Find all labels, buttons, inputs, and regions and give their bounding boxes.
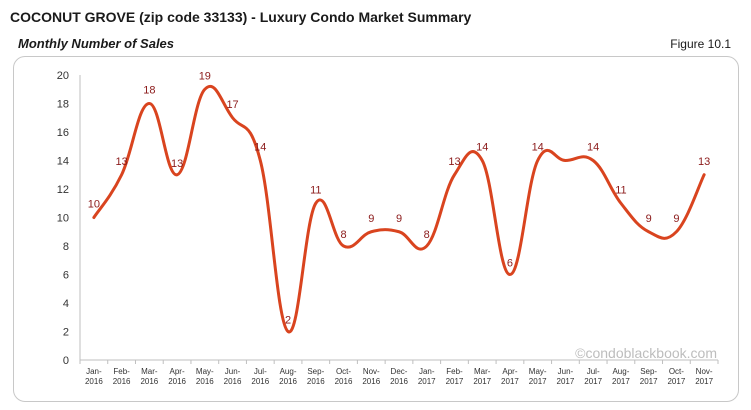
x-tick-label: Jul-2016	[251, 367, 269, 386]
y-tick-label: 4	[63, 298, 69, 310]
figure-label: Figure 10.1	[670, 37, 731, 51]
x-tick-label: Jan-2017	[418, 367, 436, 386]
data-label: 8	[424, 229, 430, 241]
data-label: 9	[646, 213, 652, 225]
chart-frame	[13, 56, 739, 402]
y-tick-label: 10	[57, 213, 69, 225]
data-label: 19	[199, 70, 211, 82]
chart-subtitle: Monthly Number of Sales	[18, 36, 175, 51]
x-tick-label: Nov-2016	[362, 367, 380, 386]
chart-axes	[79, 75, 718, 361]
x-tick-label: May-2016	[196, 367, 214, 386]
x-tick-label: Aug-2016	[279, 367, 297, 386]
x-tick-label: Feb-2016	[113, 367, 131, 386]
data-label: 6	[507, 258, 513, 270]
x-tick-label: Mar-2017	[473, 367, 491, 386]
y-tick-label: 8	[63, 241, 69, 253]
x-tick-label: Dec-2016	[390, 367, 408, 386]
x-tick-label: Oct-2016	[335, 367, 353, 386]
y-tick-label: 12	[57, 184, 69, 196]
data-label: 9	[396, 213, 402, 225]
x-tick-label: Sep-2016	[307, 367, 325, 386]
y-tick-label: 0	[63, 355, 69, 367]
sales-line	[92, 85, 706, 334]
data-label: 10	[88, 199, 100, 211]
data-label: 14	[532, 142, 544, 154]
y-tick-label: 6	[63, 270, 69, 282]
x-tick-label: Jul-2017	[584, 367, 602, 386]
x-tick-label: Jan-2016	[85, 367, 103, 386]
x-axis-ticks: Jan-2016 Feb-2016 Mar-2016 Apr-2016 May-2016…	[79, 360, 719, 386]
data-label: 17	[226, 99, 238, 111]
y-tick-label: 20	[57, 70, 69, 82]
data-label: 11	[615, 184, 626, 196]
data-label: 2	[285, 315, 291, 327]
data-label: 9	[368, 213, 374, 225]
data-label: 18	[143, 85, 155, 97]
y-tick-label: 16	[57, 127, 69, 139]
y-tick-label: 18	[57, 99, 69, 111]
data-label: 11	[310, 184, 321, 196]
data-label: 8	[340, 229, 346, 241]
x-tick-label: Nov-2017	[695, 367, 713, 386]
x-tick-label: Jun-2017	[557, 367, 575, 386]
x-tick-label: Jun-2016	[224, 367, 242, 386]
data-label: 13	[171, 158, 183, 170]
x-tick-label: Oct-2017	[667, 367, 685, 386]
y-axis-ticks: 0 2 4 6 8 10 12 14 16 18 20	[57, 70, 69, 367]
x-tick-label: Mar-2016	[140, 367, 158, 386]
y-tick-label: 2	[63, 327, 69, 339]
page-title: COCONUT GROVE (zip code 33133) - Luxury …	[10, 9, 472, 25]
y-tick-label: 14	[57, 156, 69, 168]
data-label: 14	[476, 142, 488, 154]
data-label: 13	[698, 156, 710, 168]
x-tick-label: May-2017	[529, 367, 547, 386]
x-tick-label: Feb-2017	[446, 367, 464, 386]
data-label: 13	[115, 156, 127, 168]
x-tick-label: Sep-2017	[640, 367, 658, 386]
data-label: 13	[448, 156, 460, 168]
data-label: 14	[587, 142, 599, 154]
watermark: ©condoblackbook.com	[575, 345, 717, 361]
data-labels: 10 13 18 13 19 17 14 2 11 8 9 9 8 13 14 6 14 14 11 9 9 13	[88, 70, 711, 326]
x-tick-label: Apr-2016	[168, 367, 186, 386]
x-tick-label: Aug-2017	[612, 367, 630, 386]
data-label: 14	[254, 142, 266, 154]
x-tick-label: Apr-2017	[501, 367, 519, 386]
data-label: 9	[673, 213, 679, 225]
